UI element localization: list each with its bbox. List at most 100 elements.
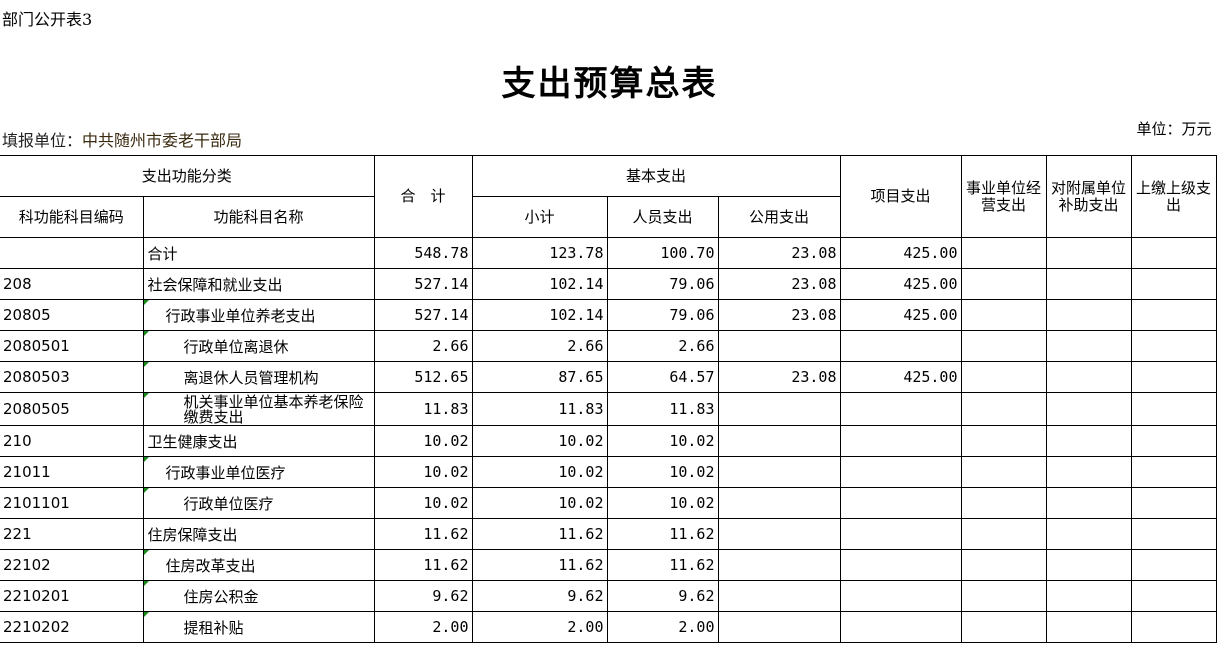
cell-total-text: 11.83: [423, 400, 469, 418]
cell-subsidy: [1045, 487, 1132, 519]
table-row: 221 住房保障支出 11.62 11.62 11.62: [0, 518, 1217, 550]
cell-subsidy: [1045, 611, 1132, 643]
cell-name: 提租补贴: [142, 611, 375, 643]
cell-business: [960, 425, 1047, 457]
cell-personnel: 10.02: [606, 456, 719, 488]
cell-project-text: 425.00: [903, 275, 958, 293]
cell-upper: [1130, 487, 1217, 519]
cell-total: 10.02: [373, 425, 473, 457]
cell-name: 行政单位离退休: [142, 330, 375, 362]
cell-name-text: 合计: [147, 244, 178, 263]
cell-upper: [1130, 361, 1217, 393]
cell-subtotal-text: 11.83: [558, 400, 604, 418]
header-func-class: 支出功能分类: [0, 155, 375, 197]
cell-upper: [1130, 392, 1217, 426]
comment-marker-icon: [144, 550, 149, 555]
cell-upper: [1130, 330, 1217, 362]
cell-business: [960, 237, 1047, 269]
cell-project: [839, 549, 962, 581]
header-subsidy: 对附属单位补助支出: [1045, 155, 1132, 238]
cell-business: [960, 549, 1047, 581]
cell-project: 425.00: [839, 237, 962, 269]
header-code: 科功能科目编码: [0, 196, 144, 238]
cell-personnel-text: 11.83: [669, 400, 715, 418]
cell-name-text: 社会保障和就业支出: [147, 275, 283, 294]
cell-personnel: 9.62: [606, 580, 719, 612]
cell-code-text: 221: [3, 525, 32, 543]
cell-public-text: 23.08: [791, 368, 837, 386]
cell-public: [717, 425, 841, 457]
cell-public-text: 23.08: [791, 275, 837, 293]
cell-personnel-text: 11.62: [669, 556, 715, 574]
cell-total-text: 2.00: [432, 618, 469, 636]
cell-personnel: 2.66: [606, 330, 719, 362]
cell-name-text: 住房公积金: [183, 587, 259, 606]
cell-code: 208: [0, 268, 144, 300]
cell-code-text: 210: [3, 432, 32, 450]
cell-name-text: 住房改革支出: [165, 556, 256, 575]
cell-public: 23.08: [717, 361, 841, 393]
cell-upper: [1130, 299, 1217, 331]
cell-personnel-text: 64.57: [669, 368, 715, 386]
cell-name-text: 离退休人员管理机构: [183, 368, 319, 387]
cell-code: 22102: [0, 549, 144, 581]
header-upper: 上缴上级支出: [1130, 155, 1217, 238]
cell-project: [839, 518, 962, 550]
header-basic: 基本支出: [471, 155, 841, 197]
header-total: 合 计: [373, 155, 473, 238]
cell-code: [0, 237, 144, 269]
cell-name: 卫生健康支出: [142, 425, 375, 457]
comment-marker-icon: [144, 362, 149, 367]
cell-total: 11.83: [373, 392, 473, 426]
cell-public: [717, 611, 841, 643]
cell-total-text: 11.62: [423, 556, 469, 574]
cell-code-text: 2080501: [3, 337, 70, 355]
table-row: 208 社会保障和就业支出 527.14 102.14 79.06 23.08 425.00: [0, 268, 1217, 300]
cell-subtotal: 10.02: [471, 456, 608, 488]
cell-total-text: 10.02: [423, 432, 469, 450]
comment-marker-icon: [144, 488, 149, 493]
cell-total: 512.65: [373, 361, 473, 393]
cell-subtotal-text: 123.78: [549, 244, 604, 262]
cell-personnel-text: 2.00: [678, 618, 715, 636]
cell-public-text: 23.08: [791, 306, 837, 324]
cell-code-text: 2210201: [3, 587, 70, 605]
table-row: 2080505 机关事业单位基本养老保险缴费支出 11.83 11.83 11.83: [0, 392, 1217, 426]
cell-subtotal-text: 10.02: [558, 432, 604, 450]
cell-subtotal-text: 9.62: [567, 587, 604, 605]
cell-subtotal: 123.78: [471, 237, 608, 269]
header-subtotal: 小计: [471, 196, 608, 238]
cell-public: [717, 549, 841, 581]
cell-code-text: 20805: [3, 306, 51, 324]
cell-total-text: 527.14: [414, 306, 469, 324]
cell-name-text: 机关事业单位基本养老保险缴费支出: [183, 393, 364, 426]
cell-personnel-text: 9.62: [678, 587, 715, 605]
cell-personnel-text: 79.06: [669, 306, 715, 324]
cell-total: 2.00: [373, 611, 473, 643]
cell-personnel: 79.06: [606, 268, 719, 300]
cell-subtotal: 11.62: [471, 518, 608, 550]
cell-name: 合计: [142, 237, 375, 269]
cell-business: [960, 456, 1047, 488]
cell-subtotal: 10.02: [471, 425, 608, 457]
table-row: 20805 行政事业单位养老支出 527.14 102.14 79.06 23.08 425…: [0, 299, 1217, 331]
cell-total-text: 11.62: [423, 525, 469, 543]
cell-public: [717, 330, 841, 362]
cell-name: 住房公积金: [142, 580, 375, 612]
cell-personnel-text: 10.02: [669, 432, 715, 450]
cell-code: 2210201: [0, 580, 144, 612]
fill-unit: 填报单位：中共随州市委老干部局: [2, 127, 242, 151]
cell-project: 425.00: [839, 299, 962, 331]
header-name: 功能科目名称: [142, 196, 375, 238]
cell-code-text: 2101101: [3, 494, 70, 512]
cell-name-text: 卫生健康支出: [147, 432, 238, 451]
table-row: 合计 548.78 123.78 100.70 23.08 425.00: [0, 237, 1217, 269]
cell-project: [839, 330, 962, 362]
cell-subsidy: [1045, 330, 1132, 362]
cell-name: 住房保障支出: [142, 518, 375, 550]
cell-name-text: 行政单位离退休: [183, 337, 289, 356]
cell-code-text: 22102: [3, 556, 51, 574]
cell-code: 20805: [0, 299, 144, 331]
cell-personnel-text: 10.02: [669, 494, 715, 512]
cell-upper: [1130, 268, 1217, 300]
